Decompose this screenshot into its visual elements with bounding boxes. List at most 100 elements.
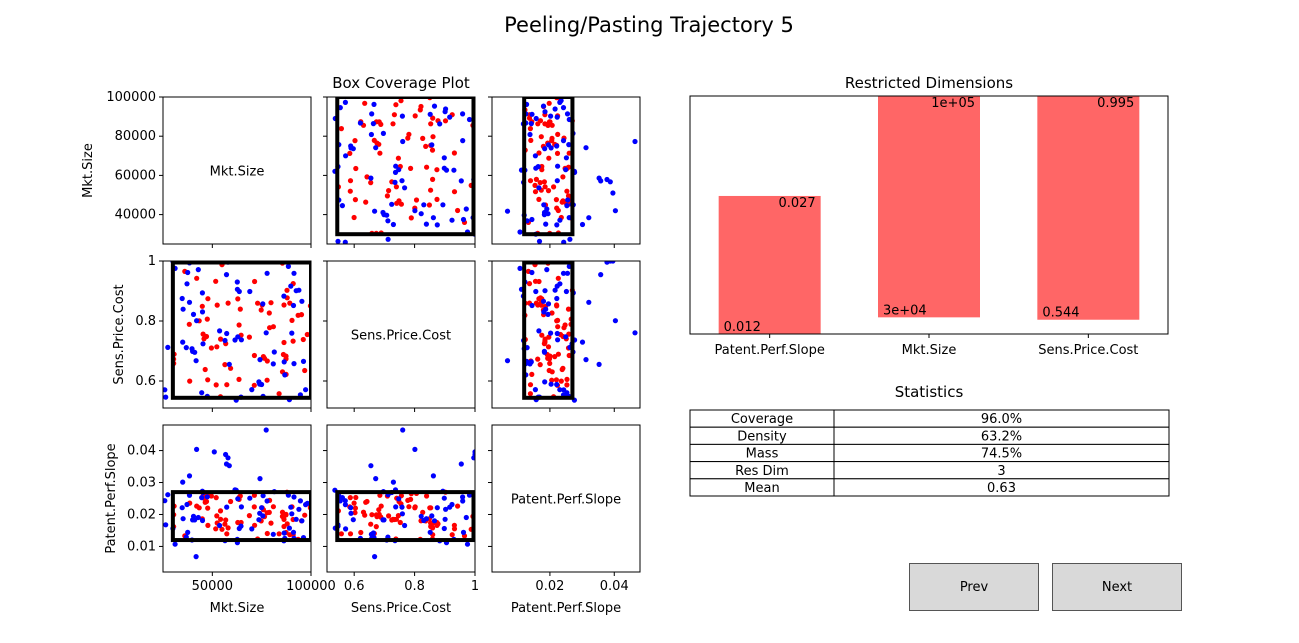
point-out-class [259, 505, 265, 511]
point-in-class [405, 497, 411, 503]
point-in-class [353, 165, 359, 172]
point-in-class [287, 300, 293, 306]
point-out-class [552, 106, 558, 112]
next-button[interactable]: Next [1052, 563, 1182, 611]
point-in-class [378, 121, 384, 127]
point-in-class [252, 278, 258, 285]
point-in-class [555, 131, 561, 137]
point-out-class [557, 217, 563, 223]
point-out-class [440, 202, 446, 208]
point-out-class [256, 517, 262, 523]
point-in-class [424, 493, 430, 499]
point-in-class [373, 512, 379, 518]
point-in-class [222, 521, 228, 527]
point-in-class [218, 516, 224, 522]
point-in-class [558, 378, 564, 384]
point-out-class [458, 178, 464, 184]
point-out-class [472, 449, 475, 455]
point-in-class [205, 505, 211, 511]
point-in-class [268, 300, 274, 306]
point-out-class [540, 298, 547, 304]
point-out-class [541, 348, 548, 354]
cell-frame [326, 96, 476, 245]
point-out-class [342, 498, 348, 504]
point-in-class [451, 522, 457, 528]
coverage-box [170, 490, 311, 543]
matrix-cell: 0.01 0.02 0.03 0.04 50000 100000 [127, 424, 336, 594]
table-row-value: 96.0% [981, 412, 1022, 427]
coverage-box [335, 97, 475, 237]
bar-lower-label: 0.012 [724, 320, 761, 335]
point-out-class [184, 281, 190, 287]
point-in-class [276, 531, 282, 537]
point-in-class [204, 316, 210, 322]
point-in-class [225, 300, 231, 306]
point-out-class [463, 206, 469, 212]
point-in-class [347, 495, 353, 501]
point-out-class [372, 554, 378, 560]
point-out-class [288, 504, 294, 510]
point-out-class [235, 496, 241, 502]
point-in-class [199, 303, 205, 309]
point-in-class [408, 215, 414, 221]
point-in-class [533, 176, 540, 182]
point-out-class [561, 239, 567, 244]
point-out-class [297, 498, 303, 504]
point-out-class [373, 476, 379, 482]
coverage-box [170, 261, 311, 400]
point-in-class [449, 532, 455, 538]
point-in-class [338, 126, 344, 132]
point-out-class [389, 201, 395, 207]
point-out-class [532, 153, 539, 159]
point-in-class [564, 188, 570, 194]
point-in-class [264, 530, 270, 537]
point-out-class [180, 479, 186, 485]
point-in-class [266, 509, 272, 515]
point-in-class [565, 306, 572, 312]
point-out-class [381, 517, 387, 523]
point-in-class [377, 150, 383, 156]
bar-chart-frame [689, 95, 1169, 335]
point-out-class [557, 281, 563, 287]
point-in-class [364, 498, 370, 505]
point-out-class [339, 203, 345, 209]
point-in-class [555, 317, 561, 323]
point-out-class [443, 506, 449, 512]
diagonal-label: Sens.Price.Cost [351, 329, 451, 344]
point-in-class [528, 137, 534, 143]
y-axis-label: Patent.Perf.Slope [104, 443, 119, 553]
point-out-class [234, 279, 240, 285]
point-out-class [165, 492, 171, 498]
point-out-class [431, 103, 438, 109]
point-in-class [351, 214, 357, 221]
matrix-title: Box Coverage Plot [332, 74, 470, 92]
point-out-class [249, 387, 255, 393]
point-out-class [560, 270, 567, 276]
point-out-class [563, 334, 569, 340]
point-out-class [289, 330, 295, 336]
point-in-class [351, 500, 357, 506]
point-out-class [368, 175, 374, 181]
point-out-class [199, 290, 205, 296]
point-out-class [217, 328, 223, 334]
point-in-class [434, 522, 440, 529]
point-out-class [460, 216, 467, 223]
stats-table-title: Statistics [895, 383, 964, 401]
point-out-class [566, 142, 572, 148]
point-in-class [406, 131, 412, 137]
point-in-class [549, 135, 555, 141]
point-in-class [347, 188, 353, 194]
point-in-class [551, 184, 557, 190]
point-out-class [548, 330, 554, 336]
point-out-class [370, 530, 376, 536]
point-out-class [264, 498, 270, 504]
point-in-class [186, 321, 192, 327]
point-in-class [537, 362, 543, 368]
point-out-class [282, 372, 288, 378]
point-out-class [579, 339, 586, 345]
point-in-class [363, 199, 369, 205]
point-out-class [263, 427, 269, 433]
prev-button[interactable]: Prev [909, 563, 1039, 611]
point-out-class [586, 299, 592, 305]
y-tick-label: 0.04 [127, 444, 156, 459]
